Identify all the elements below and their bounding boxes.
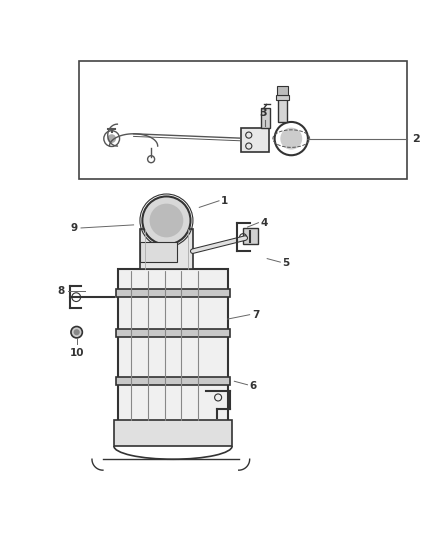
Circle shape [149, 204, 183, 237]
Bar [116, 289, 230, 297]
Bar [118, 269, 228, 422]
Text: 10: 10 [69, 348, 84, 358]
Circle shape [280, 128, 302, 150]
Bar [114, 420, 232, 446]
Bar [278, 98, 287, 122]
Text: 3: 3 [259, 108, 267, 118]
Text: 7: 7 [252, 310, 259, 320]
Text: 4: 4 [261, 217, 268, 228]
Bar [243, 229, 258, 244]
Circle shape [142, 197, 191, 245]
Circle shape [74, 329, 80, 335]
Bar [140, 229, 193, 269]
Circle shape [107, 134, 116, 143]
Bar [116, 329, 230, 336]
Text: 6: 6 [250, 381, 257, 391]
Text: 1: 1 [221, 196, 229, 206]
Text: 5: 5 [283, 258, 290, 268]
Text: 8: 8 [57, 286, 65, 296]
Bar [140, 243, 177, 262]
Bar [276, 95, 289, 100]
Text: 2: 2 [412, 134, 420, 143]
Bar [261, 108, 270, 128]
Bar [241, 128, 269, 152]
Circle shape [71, 327, 82, 338]
Text: 9: 9 [71, 223, 78, 233]
Bar [116, 377, 230, 385]
Bar [79, 61, 407, 179]
Bar [277, 86, 288, 95]
